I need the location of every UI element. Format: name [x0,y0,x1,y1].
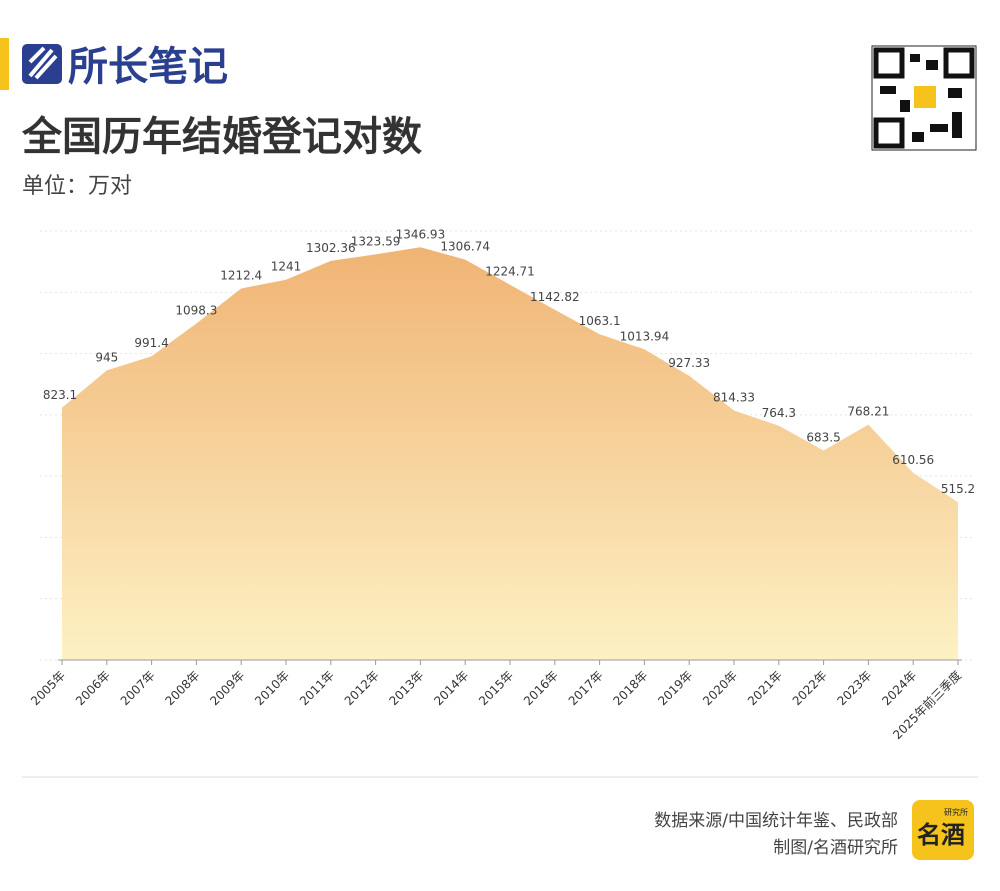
x-tick-label: 2022年 [790,668,830,708]
x-tick-label: 2021年 [745,668,785,708]
source: 数据来源/中国统计年鉴、民政部 [654,811,898,831]
data-label: 683.5 [806,431,840,445]
data-label: 768.21 [847,405,889,419]
data-label: 814.33 [713,390,755,404]
data-label: 1013.94 [620,329,670,343]
data-label: 823.1 [43,388,77,402]
data-label: 991.4 [134,336,168,350]
x-tick-label: 2010年 [252,668,292,708]
x-tick-label: 2024年 [879,668,919,708]
x-tick-label: 2015年 [476,668,516,708]
data-label: 1346.93 [396,227,446,241]
data-label: 945 [95,350,118,364]
data-label: 1098.3 [175,303,217,317]
chart-title: 全国历年结婚登记对数 [21,114,422,160]
data-label: 1224.71 [485,265,535,279]
data-label: 1063.1 [579,314,621,328]
data-label: 1302.36 [306,241,356,255]
brand: 所长笔记 [68,44,228,90]
x-tick-label: 2016年 [521,668,561,708]
x-tick-label: 2018年 [611,668,651,708]
credit: 制图/名酒研究所 [773,838,898,858]
logo-main: 名酒 [917,821,965,849]
x-tick-label: 2007年 [118,668,158,708]
data-label: 610.56 [892,453,934,467]
data-label: 927.33 [668,356,710,370]
x-tick-label: 2019年 [655,668,695,708]
data-label: 1323.59 [351,234,401,248]
x-tick-label: 2013年 [387,668,427,708]
x-tick-label: 2017年 [566,668,606,708]
data-label: 1241 [271,260,302,274]
x-tick-label: 2012年 [342,668,382,708]
qr-code [871,45,977,151]
area [62,247,958,661]
x-tick-label: 2020年 [700,668,740,708]
logo-badge: 名酒 研究所 [912,800,974,860]
chart-subtitle: 单位：万对 [22,174,132,199]
data-label: 1142.82 [530,290,580,304]
x-tick-label: 2006年 [73,668,113,708]
x-tick-label: 2014年 [431,668,471,708]
data-label: 1212.4 [220,268,262,282]
x-tick-label: 2023年 [835,668,875,708]
accent-bar [0,38,9,90]
data-label: 1306.74 [440,240,490,254]
brand-icon [22,44,62,84]
data-label: 764.3 [762,406,796,420]
x-tick-label: 2008年 [163,668,203,708]
x-tick-label: 2005年 [28,668,68,708]
logo-sub: 研究所 [944,807,968,817]
x-tick-label: 2009年 [207,668,247,708]
x-tick-label: 2011年 [297,668,337,708]
data-label: 515.2 [941,482,975,496]
